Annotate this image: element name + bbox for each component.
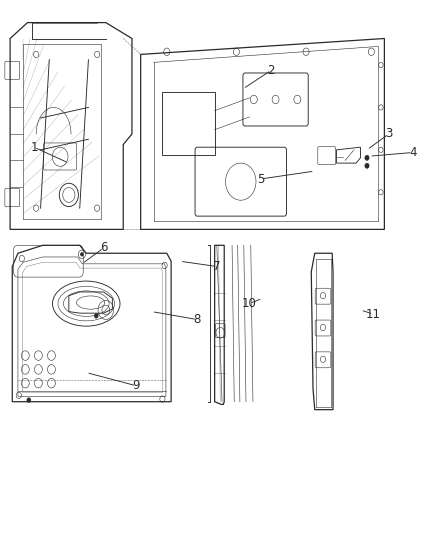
Text: 4: 4: [409, 146, 417, 159]
Text: 9: 9: [133, 379, 140, 392]
Text: 6: 6: [100, 241, 107, 254]
Circle shape: [27, 398, 31, 403]
Circle shape: [365, 155, 369, 160]
Circle shape: [94, 313, 99, 318]
Text: 5: 5: [257, 173, 264, 185]
Text: 11: 11: [366, 308, 381, 321]
Text: 10: 10: [242, 297, 257, 310]
Text: 8: 8: [194, 313, 201, 326]
Text: 3: 3: [385, 127, 392, 140]
Text: 7: 7: [213, 260, 221, 273]
Circle shape: [365, 163, 369, 168]
Circle shape: [80, 252, 84, 256]
Text: 1: 1: [30, 141, 38, 154]
Text: 2: 2: [268, 64, 275, 77]
